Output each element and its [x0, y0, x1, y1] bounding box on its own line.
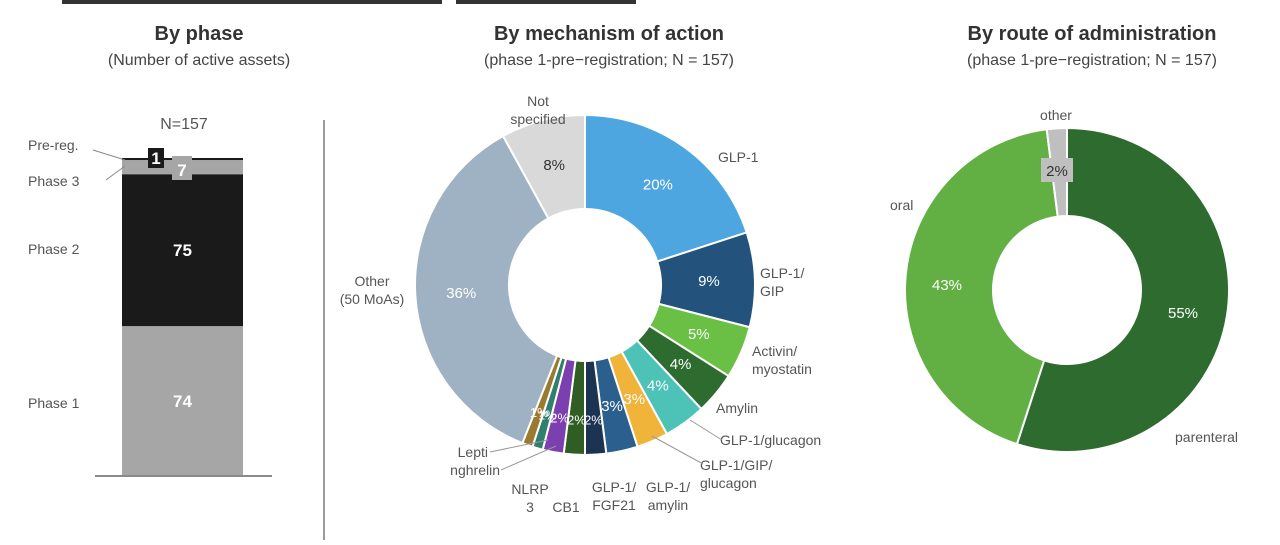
slice-percent-label: 36%: [446, 285, 476, 302]
phase-bar-segment: [122, 326, 243, 476]
route-chart-subtitle: (phase 1-pre−registration; N = 157): [967, 52, 1217, 69]
slice-category-label: Not specified: [510, 93, 565, 127]
donut-slice: [1015, 126, 1230, 453]
phase-bar-stack: 74 Phase 1 75 Phase 2 Phase 3 Pre-reg. 71: [28, 137, 243, 476]
phase-bar-value: 74: [173, 392, 192, 411]
slice-percent-label: 2%: [567, 413, 586, 428]
slice-category-label: nghrelin: [450, 462, 500, 478]
slice-percent-label: 55%: [1168, 305, 1198, 322]
donut-slice: [414, 134, 559, 445]
slice-category-label: parenteral: [1175, 429, 1238, 445]
slice-category-label: GLP-1/amylin: [646, 479, 690, 513]
slice-category-label: other: [1040, 107, 1072, 123]
slice-percent-label: 4%: [670, 356, 692, 373]
leader-line: [489, 439, 549, 453]
slice-percent-label: 20%: [643, 177, 673, 194]
phase3-value-box: [172, 156, 192, 180]
phase-bar-segment: [122, 174, 243, 327]
slice-percent-label: 4%: [647, 377, 669, 394]
phase-chart-subtitle: (Number of active assets): [108, 52, 290, 69]
phase-category-label: Phase 2: [28, 241, 80, 257]
route-slice-labels: 55% 43% 2% parenteral oral other: [890, 107, 1238, 445]
moa-slice-labels: 20%9%5%4%4%3%3%2%2%2%1%1%36%8% GLP-1GLP-1…: [340, 93, 821, 515]
slice-category-label: GLP-1/FGF21: [592, 479, 636, 513]
slice-category-label: CB1: [552, 499, 579, 515]
donut-slice: [904, 128, 1059, 446]
slice-percent-label: 5%: [688, 326, 710, 343]
slice-category-label: GLP-1: [718, 149, 759, 165]
slice-category-label: Lepti: [458, 444, 488, 460]
phase-category-label: Phase 1: [28, 395, 80, 411]
phase-total-label: N=157: [160, 116, 208, 133]
slice-percent-box: [1041, 158, 1073, 182]
slice-percent-label: 1%: [530, 405, 549, 420]
moa-donut: [414, 113, 756, 457]
slice-percent-label: 1%: [538, 408, 557, 423]
leader-line: [500, 445, 557, 471]
slice-category-label: GLP-1/glucagon: [720, 432, 821, 448]
slice-percent-label: 2%: [1046, 163, 1068, 180]
slice-category-label: NLRP 3: [511, 481, 548, 515]
slice-percent-label: 2%: [550, 411, 569, 426]
heading-clipped-text: [62, 0, 442, 4]
donut-slice: [584, 113, 748, 263]
slice-percent-label: 8%: [543, 157, 565, 174]
phase-bar-value: 7: [177, 161, 186, 180]
phase3-leader-line: [105, 165, 126, 181]
route-donut-panel: By route of administration (phase 1-pre−…: [890, 23, 1238, 453]
phase-bar-value: 75: [173, 241, 192, 260]
slice-percent-label: 2%: [584, 413, 603, 428]
phase-category-label: Phase 3: [28, 173, 80, 189]
slice-category-label: GLP-1/GIP: [760, 265, 804, 299]
leader-line: [689, 419, 723, 441]
prereg-leader-line: [92, 149, 126, 161]
prereg-value-box: [148, 148, 164, 168]
slice-category-label: oral: [890, 197, 913, 213]
donut-slice: [501, 113, 586, 220]
moa-chart-title: By mechanism of action: [494, 23, 724, 45]
slice-category-label: Amylin: [716, 400, 758, 416]
route-donut: [904, 126, 1230, 453]
slice-percent-label: 9%: [698, 273, 720, 290]
slice-percent-label: 3%: [623, 391, 645, 408]
slice-percent-label: 3%: [601, 398, 623, 415]
phase-chart-title: By phase: [155, 23, 244, 45]
moa-donut-panel: By mechanism of action (phase 1-pre−regi…: [340, 23, 821, 515]
phase-bar-panel: By phase (Number of active assets) N=157…: [28, 23, 290, 477]
slice-percent-label: 43%: [932, 277, 962, 294]
slice-category-label: Other (50 MoAs): [340, 273, 405, 307]
slice-category-label: GLP-1/GIP/glucagon: [700, 457, 772, 491]
heading-clipped-text: [456, 0, 636, 4]
phase-bar-value: 1: [151, 149, 160, 168]
phase-category-label: Pre-reg.: [28, 137, 79, 153]
route-chart-title: By route of administration: [968, 23, 1217, 45]
moa-chart-subtitle: (phase 1-pre−registration; N = 157): [484, 52, 734, 69]
leader-line: [651, 435, 704, 465]
slice-category-label: Activin/myostatin: [752, 343, 812, 377]
